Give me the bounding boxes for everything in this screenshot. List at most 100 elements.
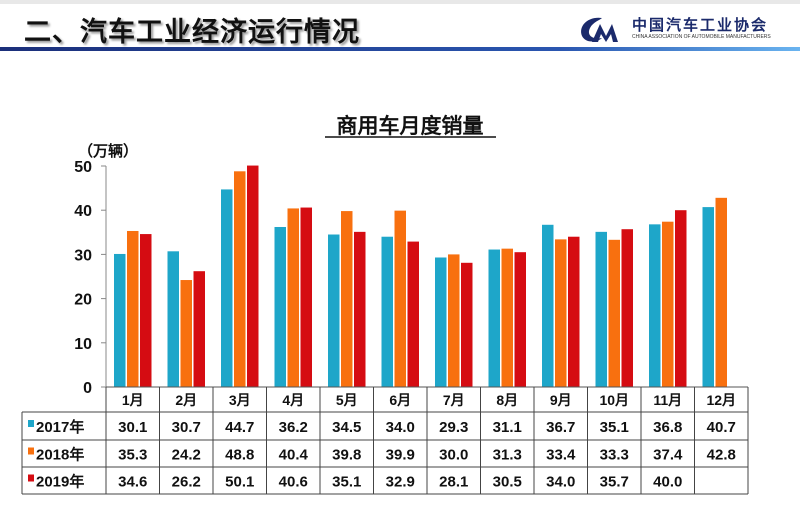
bar-2019年-11月 [675, 210, 687, 387]
bar-2018年-3月 [234, 171, 246, 387]
data-label: 40.7 [707, 419, 736, 436]
data-label: 33.4 [546, 447, 576, 464]
bar-2017年-12月 [702, 207, 714, 387]
y-tick-label: 0 [83, 380, 92, 397]
bar-2017年-8月 [488, 249, 500, 387]
bar-2017年-9月 [542, 224, 554, 387]
data-label: 50.1 [225, 474, 254, 491]
data-label: 26.2 [172, 474, 201, 491]
y-tick-label: 20 [74, 292, 92, 309]
bar-2019年-9月 [568, 236, 580, 387]
x-tick-label: 3月 [229, 392, 251, 408]
bar-2017年-2月 [167, 251, 179, 387]
bar-2017年-7月 [435, 257, 447, 387]
bar-2017年-10月 [595, 231, 607, 387]
slide-title: 二、汽车工业经济运行情况 [24, 17, 360, 47]
data-label: 30.1 [118, 419, 147, 436]
bar-2017年-1月 [114, 253, 126, 387]
data-label: 39.9 [386, 447, 415, 464]
data-label: 39.8 [332, 447, 361, 464]
bar-2018年-1月 [127, 230, 139, 387]
y-tick-label: 10 [74, 336, 92, 353]
legend-label: 2018年 [36, 446, 84, 464]
data-label: 34.6 [118, 474, 147, 491]
bar-2018年-11月 [662, 221, 674, 387]
data-label: 34.5 [332, 419, 361, 436]
chart-title: 商用车月度销量 [337, 114, 484, 138]
x-tick-label: 5月 [336, 392, 358, 408]
bar-2019年-7月 [461, 262, 473, 387]
bar-2017年-4月 [274, 226, 286, 387]
y-tick-label: 40 [74, 203, 92, 220]
bar-2019年-6月 [407, 241, 419, 387]
bar-2019年-2月 [193, 271, 205, 387]
bar-2018年-8月 [501, 248, 513, 387]
data-label: 40.0 [653, 474, 682, 491]
data-label: 44.7 [225, 419, 254, 436]
logo-text-en: CHINA ASSOCIATION OF AUTOMOBILE MANUFACT… [632, 34, 771, 40]
x-tick-label: 11月 [653, 392, 682, 408]
bar-2017年-3月 [221, 189, 233, 387]
x-tick-label: 9月 [550, 392, 572, 408]
caam-logo-icon [581, 17, 618, 42]
header-rule [0, 47, 800, 51]
bar-2018年-6月 [394, 210, 406, 387]
x-tick-label: 6月 [389, 392, 411, 408]
x-tick-label: 2月 [175, 392, 197, 408]
y-tick-label: 50 [74, 159, 92, 176]
bar-2017年-11月 [649, 224, 661, 387]
bar-2018年-9月 [555, 239, 567, 387]
y-axis-label: （万辆） [78, 142, 138, 160]
legend-swatch [28, 447, 34, 455]
bar-2017年-6月 [381, 236, 393, 387]
data-label: 35.1 [332, 474, 361, 491]
legend-swatch [28, 474, 34, 482]
bar-2019年-10月 [621, 229, 633, 387]
data-label: 36.7 [546, 419, 575, 436]
data-label: 24.2 [172, 447, 201, 464]
data-label: 30.7 [172, 419, 201, 436]
data-label: 31.1 [493, 419, 522, 436]
data-label: 29.3 [439, 419, 468, 436]
data-label: 37.4 [653, 447, 683, 464]
data-label: 36.2 [279, 419, 308, 436]
bar-2019年-3月 [247, 165, 259, 387]
data-label: 48.8 [225, 447, 254, 464]
legend-label: 2019年 [36, 473, 84, 491]
bar-2017年-5月 [328, 234, 340, 387]
data-label: 34.0 [546, 474, 575, 491]
top-bar [0, 0, 800, 4]
x-tick-label: 1月 [122, 392, 144, 408]
data-label: 31.3 [493, 447, 522, 464]
data-label: 35.7 [600, 474, 629, 491]
data-label: 35.1 [600, 419, 629, 436]
bar-2019年-4月 [300, 207, 312, 387]
bar-2018年-4月 [287, 208, 299, 387]
x-tick-label: 4月 [282, 392, 304, 408]
data-label: 36.8 [653, 419, 682, 436]
x-tick-label: 7月 [443, 392, 465, 408]
logo-text-cn: 中国汽车工业协会 [632, 17, 769, 34]
bar-2018年-12月 [715, 197, 727, 387]
data-label: 32.9 [386, 474, 415, 491]
data-label: 30.5 [493, 474, 522, 491]
data-label: 28.1 [439, 474, 468, 491]
x-tick-label: 8月 [496, 392, 518, 408]
x-tick-label: 10月 [599, 392, 629, 408]
data-label: 40.4 [279, 447, 309, 464]
data-label: 33.3 [600, 447, 629, 464]
x-tick-label: 12月 [706, 392, 736, 408]
data-label: 42.8 [707, 447, 736, 464]
data-label: 30.0 [439, 447, 468, 464]
bar-2018年-5月 [341, 211, 353, 387]
bar-2018年-2月 [180, 280, 192, 387]
bar-2019年-8月 [514, 252, 526, 387]
data-label: 34.0 [386, 419, 415, 436]
data-label: 40.6 [279, 474, 308, 491]
legend-swatch [28, 420, 34, 427]
bar-2019年-1月 [140, 234, 152, 387]
legend-label: 2017年 [36, 418, 84, 436]
bar-2018年-10月 [608, 239, 620, 387]
